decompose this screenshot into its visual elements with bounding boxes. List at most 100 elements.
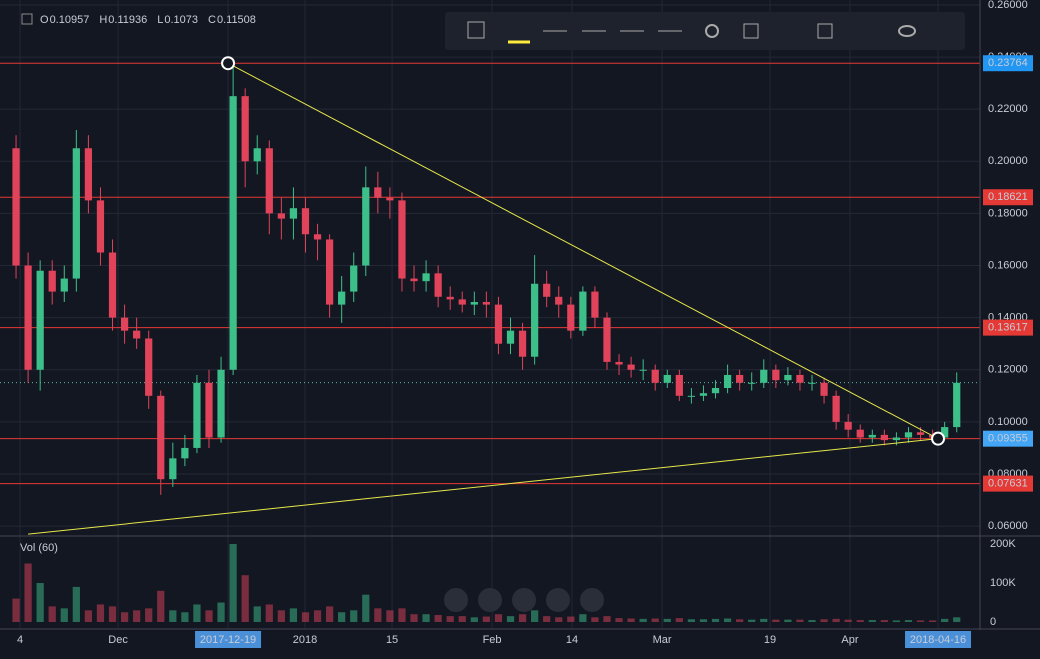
volume-bar xyxy=(434,614,442,622)
volume-bar xyxy=(386,610,394,622)
tool-button[interactable] xyxy=(467,21,485,39)
candle-body xyxy=(374,187,382,198)
candle-body xyxy=(748,382,756,384)
candle-body xyxy=(169,458,177,480)
candle-body xyxy=(36,270,44,370)
level-label-bg xyxy=(983,319,1033,336)
y-tick-label: 0.12000 xyxy=(988,364,1028,376)
level-label-bg xyxy=(983,189,1033,206)
candle-body xyxy=(133,330,141,339)
volume-bar xyxy=(711,618,720,622)
ohlc-value: 0.1073 xyxy=(164,14,198,26)
candle-body xyxy=(313,234,322,240)
volume-bar xyxy=(904,620,913,622)
x-tick-highlight xyxy=(195,631,262,648)
volume-bar xyxy=(531,610,539,622)
delete-button[interactable] xyxy=(941,24,951,38)
candle-body xyxy=(591,291,599,318)
reset[interactable] xyxy=(512,588,536,612)
candle-body xyxy=(434,273,442,297)
candle-body xyxy=(265,148,273,214)
volume-bar xyxy=(820,619,828,622)
ohlc-header: O 0.10957 H 0.11936 L 0.1073 C 0.11508 xyxy=(21,13,256,26)
trendline-handle xyxy=(931,431,946,446)
candle-body xyxy=(422,273,430,282)
y-tick-label: 0.10000 xyxy=(988,416,1028,428)
volume-bar xyxy=(193,604,201,622)
tool-button[interactable] xyxy=(780,24,794,38)
candle-body xyxy=(241,96,249,162)
tool-button[interactable] xyxy=(743,23,759,39)
volume-bar xyxy=(832,618,840,622)
volume-bar xyxy=(482,616,490,622)
volume-bar xyxy=(277,610,285,622)
candle-body xyxy=(531,283,539,357)
tool-button[interactable] xyxy=(507,18,531,44)
y-tick-label: 0.26000 xyxy=(988,0,1028,11)
volume-tick-label: 100K xyxy=(990,577,1016,589)
candle-body xyxy=(808,382,816,384)
candle-body xyxy=(362,187,370,266)
zoom-out[interactable] xyxy=(478,588,502,612)
lock-button[interactable] xyxy=(863,28,874,38)
candle-body xyxy=(699,393,708,396)
candle-body xyxy=(687,395,696,397)
volume-bar xyxy=(868,620,876,622)
y-tick-label: 0.06000 xyxy=(988,520,1028,532)
candle-body xyxy=(760,369,768,383)
scroll-right[interactable] xyxy=(580,588,604,612)
volume-bar xyxy=(229,544,237,622)
volume-bar xyxy=(772,619,780,622)
candle-body xyxy=(844,421,852,430)
level-label-bg xyxy=(983,55,1033,72)
volume-bar xyxy=(880,620,888,622)
tool-button[interactable] xyxy=(817,23,833,39)
candle-body xyxy=(217,369,225,438)
volume-bar xyxy=(518,614,527,622)
volume-bar xyxy=(687,619,696,622)
volume-bar xyxy=(338,612,346,622)
scroll-left[interactable] xyxy=(444,588,468,612)
volume-bar xyxy=(108,606,117,622)
volume-bar xyxy=(928,620,937,622)
candle-body xyxy=(567,304,575,331)
level-label: 0.13617 xyxy=(988,322,1028,334)
candle-body xyxy=(120,317,129,331)
candle-body xyxy=(651,369,659,383)
candle-body xyxy=(892,437,901,441)
y-tick-label: 0.16000 xyxy=(988,259,1028,271)
candle-body xyxy=(205,382,213,438)
volume-bar xyxy=(941,618,949,622)
candle-body xyxy=(723,374,732,388)
volume-bar xyxy=(953,617,961,622)
volume-bar xyxy=(362,594,370,622)
volume-bar xyxy=(856,620,864,622)
y-tick-label: 0.22000 xyxy=(988,103,1028,115)
candle-body xyxy=(325,239,334,305)
volume-bar xyxy=(422,614,430,622)
volume-bar xyxy=(615,618,623,622)
candle-body xyxy=(12,148,20,266)
candle-body xyxy=(506,330,515,344)
volume-bar xyxy=(579,614,587,622)
candle-body xyxy=(579,291,587,331)
ohlc-letter: H xyxy=(99,14,107,26)
x-tick-label: 2018 xyxy=(293,634,317,646)
volume-bar xyxy=(699,619,708,622)
volume-bar xyxy=(48,606,56,622)
eye-button[interactable] xyxy=(898,25,916,37)
candle-body xyxy=(24,265,32,370)
volume-bar xyxy=(72,586,80,622)
settings-button[interactable] xyxy=(705,24,719,38)
volume-bar xyxy=(410,614,418,622)
candle-body xyxy=(916,432,925,435)
volume-bar xyxy=(736,619,744,622)
volume-bar xyxy=(133,610,141,622)
candle-body xyxy=(820,382,828,396)
zoom-in[interactable] xyxy=(546,588,570,612)
icon xyxy=(21,13,33,25)
candle-body xyxy=(157,395,165,480)
candle-body xyxy=(350,265,358,292)
